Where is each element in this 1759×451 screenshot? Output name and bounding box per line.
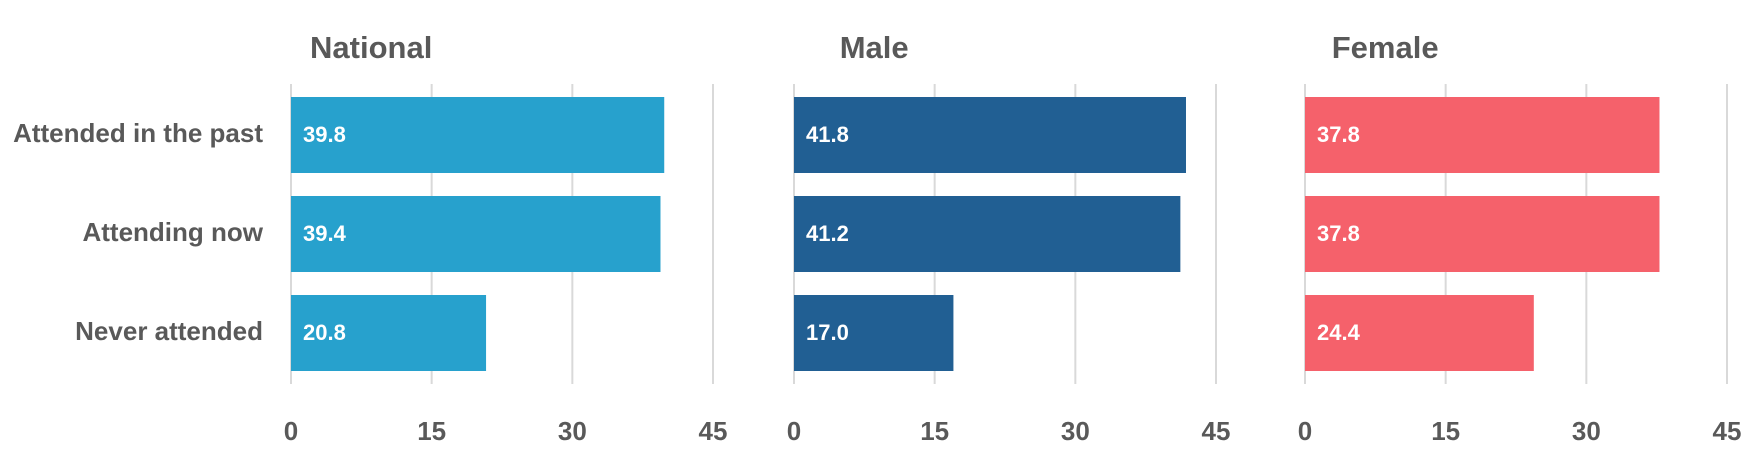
- category-label-never-attended: Never attended: [75, 316, 263, 346]
- male-tick-label-45: 45: [1202, 416, 1231, 446]
- national-panel-title: National: [310, 30, 432, 65]
- panel-male: Male 41.8 41.2 17.0 0 15 30 45: [787, 30, 1231, 446]
- female-bar-attended-in-the-past: [1305, 97, 1660, 173]
- female-bar-attending-now: [1305, 196, 1660, 272]
- male-data-label-never-attended: 17.0: [806, 320, 849, 345]
- male-tick-label-30: 30: [1061, 416, 1090, 446]
- male-bar-never-attended: [794, 295, 954, 371]
- male-data-label-attending-now: 41.2: [806, 221, 849, 246]
- national-bar-attended-in-the-past: [291, 97, 665, 173]
- male-panel-title: Male: [840, 30, 909, 65]
- national-data-label-attending-now: 39.4: [303, 221, 347, 246]
- national-tick-label-0: 0: [284, 416, 298, 446]
- national-data-label-never-attended: 20.8: [303, 320, 346, 345]
- female-tick-label-15: 15: [1431, 416, 1460, 446]
- male-bar-attended-in-the-past: [794, 97, 1186, 173]
- national-tick-label-30: 30: [558, 416, 587, 446]
- male-bar-attending-now: [794, 196, 1181, 272]
- female-tick-label-30: 30: [1572, 416, 1601, 446]
- female-data-label-never-attended: 24.4: [1317, 320, 1361, 345]
- male-data-label-attended-in-the-past: 41.8: [806, 122, 849, 147]
- national-tick-label-15: 15: [417, 416, 446, 446]
- male-tick-label-0: 0: [787, 416, 801, 446]
- national-tick-label-45: 45: [699, 416, 728, 446]
- female-tick-label-0: 0: [1298, 416, 1312, 446]
- female-data-label-attended-in-the-past: 37.8: [1317, 122, 1360, 147]
- female-bar-never-attended: [1305, 295, 1534, 371]
- female-tick-label-45: 45: [1713, 416, 1742, 446]
- category-label-attending-now: Attending now: [82, 217, 263, 247]
- category-label-attended-in-the-past: Attended in the past: [13, 118, 263, 148]
- female-panel-title: Female: [1332, 30, 1439, 65]
- national-bar-attending-now: [291, 196, 661, 272]
- national-data-label-attended-in-the-past: 39.8: [303, 122, 346, 147]
- female-data-label-attending-now: 37.8: [1317, 221, 1360, 246]
- panel-female: Female 37.8 37.8 24.4 0 15 30 45: [1298, 30, 1742, 446]
- national-bar-never-attended: [291, 295, 487, 371]
- panel-national: National 39.8 39.4 20.8 0 15 30 45: [284, 30, 728, 446]
- male-tick-label-15: 15: [920, 416, 949, 446]
